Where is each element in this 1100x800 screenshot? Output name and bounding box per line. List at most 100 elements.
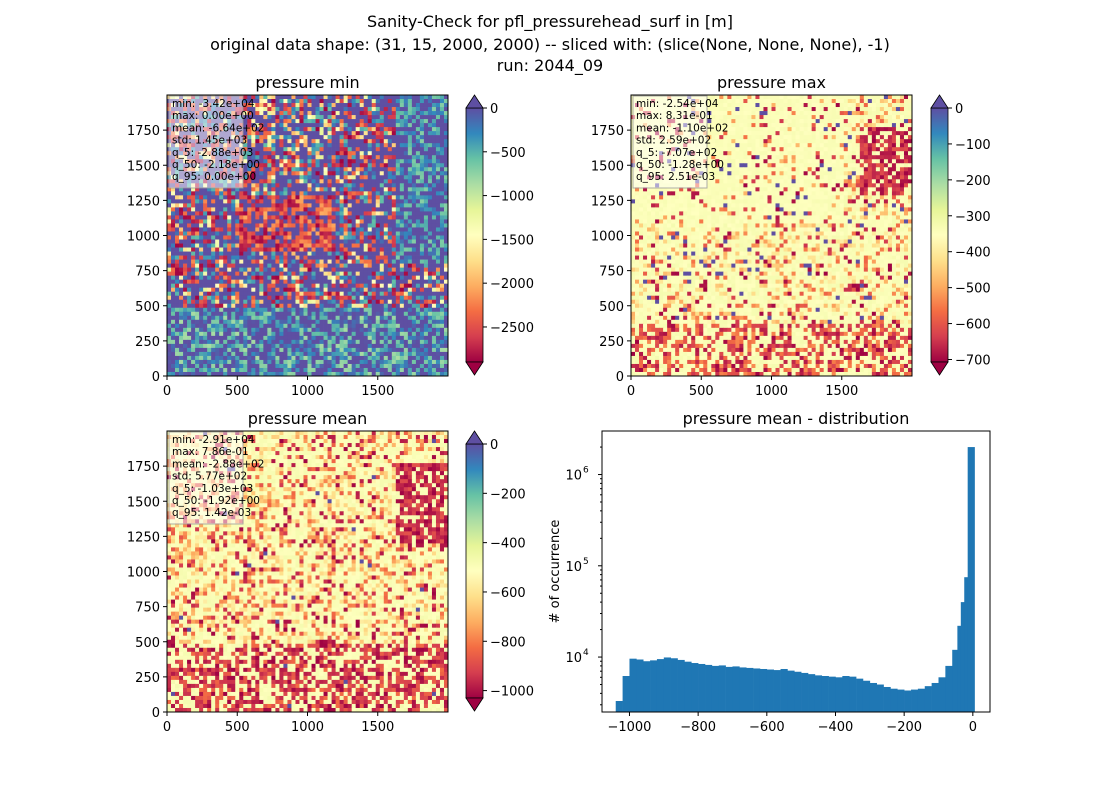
y-tick-label: 10 xyxy=(565,651,582,666)
y-tick-label: 1500 xyxy=(127,159,160,174)
stats-line: min: -2.91e+04 xyxy=(172,434,255,446)
stats-line: min: -2.54e+04 xyxy=(636,98,719,110)
y-tick-label: 750 xyxy=(599,265,624,280)
y-tick-label: 1000 xyxy=(127,230,160,245)
colorbar-tick-label: −200 xyxy=(955,174,991,189)
stats-line: max: 0.00e+00 xyxy=(172,110,254,122)
histogram-bar xyxy=(952,649,960,712)
stats-line: std: 5.77e+02 xyxy=(172,471,247,483)
histogram-bar xyxy=(917,688,926,712)
histogram-bar xyxy=(732,666,740,712)
y-tick-label: 1000 xyxy=(591,230,624,245)
x-tick-label: 0 xyxy=(627,384,635,399)
colorbar xyxy=(465,443,484,699)
colorbar-tick-label: −700 xyxy=(955,353,991,368)
y-tick-label: 0 xyxy=(152,706,160,721)
x-tick-label: −800 xyxy=(680,720,716,735)
y-tick-label: 500 xyxy=(135,636,160,651)
y-tick-label: 500 xyxy=(599,300,624,315)
colorbar-tick-label: −2500 xyxy=(490,321,534,336)
histogram-bar xyxy=(911,689,919,712)
colorbar-tick-label: −1500 xyxy=(490,233,534,248)
histogram-bar xyxy=(643,661,651,712)
colorbar xyxy=(930,107,949,363)
y-tick-label: 10 xyxy=(565,560,582,575)
colorbar-tick-label: 0 xyxy=(955,102,963,117)
histogram-bar xyxy=(698,663,706,712)
colorbar-tick-label: −400 xyxy=(955,246,991,261)
histogram-bar xyxy=(856,678,864,712)
panel-title: pressure mean xyxy=(248,409,368,428)
histogram-bar xyxy=(794,671,802,712)
histogram-bar xyxy=(663,657,671,712)
histogram-bar xyxy=(629,658,637,712)
histogram-bar xyxy=(835,677,843,712)
histogram-bar xyxy=(753,668,761,712)
histogram-bar xyxy=(876,684,884,712)
colorbar-tick-label: 0 xyxy=(490,438,498,453)
stats-line: min: -3.42e+04 xyxy=(172,98,255,110)
x-tick-label: 1500 xyxy=(361,384,394,399)
figure-title-line-2: original data shape: (31, 15, 2000, 2000… xyxy=(210,35,890,54)
stats-line: q_50: -1.28e+00 xyxy=(636,159,724,171)
histogram-bar xyxy=(636,659,644,712)
histogram-bar xyxy=(684,661,692,712)
y-tick-label: 250 xyxy=(135,671,160,686)
histogram-bar xyxy=(766,669,774,712)
heatmap-panel-pressure-mean: pressure mean 0 500 1000 1500 0 250 500 750 1000 1… xyxy=(127,409,534,735)
panel-title: pressure min xyxy=(255,73,359,92)
histogram-bar xyxy=(931,682,939,712)
x-tick-label: 0 xyxy=(163,720,171,735)
histogram-bar xyxy=(842,676,850,712)
panel-title: pressure mean - distribution xyxy=(683,409,910,428)
histogram-panel: pressure mean - distribution −1000 −800 −60… xyxy=(548,409,991,735)
colorbar-extend-bottom xyxy=(465,361,484,376)
y-tick-label: 1250 xyxy=(127,530,160,545)
x-tick-label: 500 xyxy=(225,720,250,735)
histogram-bar xyxy=(808,674,816,712)
stats-line: q_95: 2.51e-03 xyxy=(636,171,715,183)
x-tick-label: 1000 xyxy=(291,720,324,735)
stats-line: q_95: 1.42e-03 xyxy=(172,507,251,519)
y-tick-label: 750 xyxy=(135,265,160,280)
y-tick-label: 1750 xyxy=(127,124,160,139)
stats-line: mean: -6.64e+02 xyxy=(172,122,264,134)
colorbar-extend-bottom xyxy=(930,361,949,376)
histogram-bar xyxy=(904,690,912,712)
stats-line: q_5: -2.88e+03 xyxy=(172,147,253,159)
stats-box xyxy=(168,431,244,525)
histogram-bar xyxy=(691,663,699,712)
histogram-bar xyxy=(883,686,891,712)
y-tick-label: 1250 xyxy=(591,194,624,209)
histogram-bar xyxy=(897,689,905,712)
histogram-bar xyxy=(945,665,953,712)
histogram-bar xyxy=(746,667,754,712)
histogram-bar xyxy=(924,686,932,712)
y-tick-label: 1000 xyxy=(127,566,160,581)
colorbar-extend-bottom xyxy=(465,697,484,712)
histogram-bar xyxy=(828,676,836,712)
histogram-bar xyxy=(967,447,975,712)
x-tick-label: 1500 xyxy=(361,720,394,735)
y-tick-exponent: 4 xyxy=(583,648,589,658)
histogram-bar xyxy=(780,668,788,712)
stats-line: mean: -1.10e+02 xyxy=(636,122,728,134)
colorbar-tick-label: −200 xyxy=(490,487,526,502)
colorbar-tick-label: −600 xyxy=(490,586,526,601)
stats-line: std: 1.45e+03 xyxy=(172,135,247,147)
y-tick-label: 1750 xyxy=(127,460,160,475)
stats-line: mean: -2.88e+02 xyxy=(172,458,264,470)
y-tick-label: 1750 xyxy=(591,124,624,139)
x-tick-label: 1000 xyxy=(291,384,324,399)
histogram-bar xyxy=(869,682,877,712)
stats-box xyxy=(168,95,244,189)
heatmap-panel-pressure-max: pressure max 0 500 1000 1500 0 250 500 750 1000 12… xyxy=(591,73,991,399)
colorbar-extend-top xyxy=(465,94,484,109)
x-tick-label: 1500 xyxy=(825,384,858,399)
y-tick-label: 10 xyxy=(565,469,582,484)
histogram-bar xyxy=(670,658,678,712)
colorbar-tick-label: −2000 xyxy=(490,277,534,292)
stats-line: q_50: -1.92e+00 xyxy=(172,495,260,507)
histogram-bar xyxy=(705,664,713,712)
